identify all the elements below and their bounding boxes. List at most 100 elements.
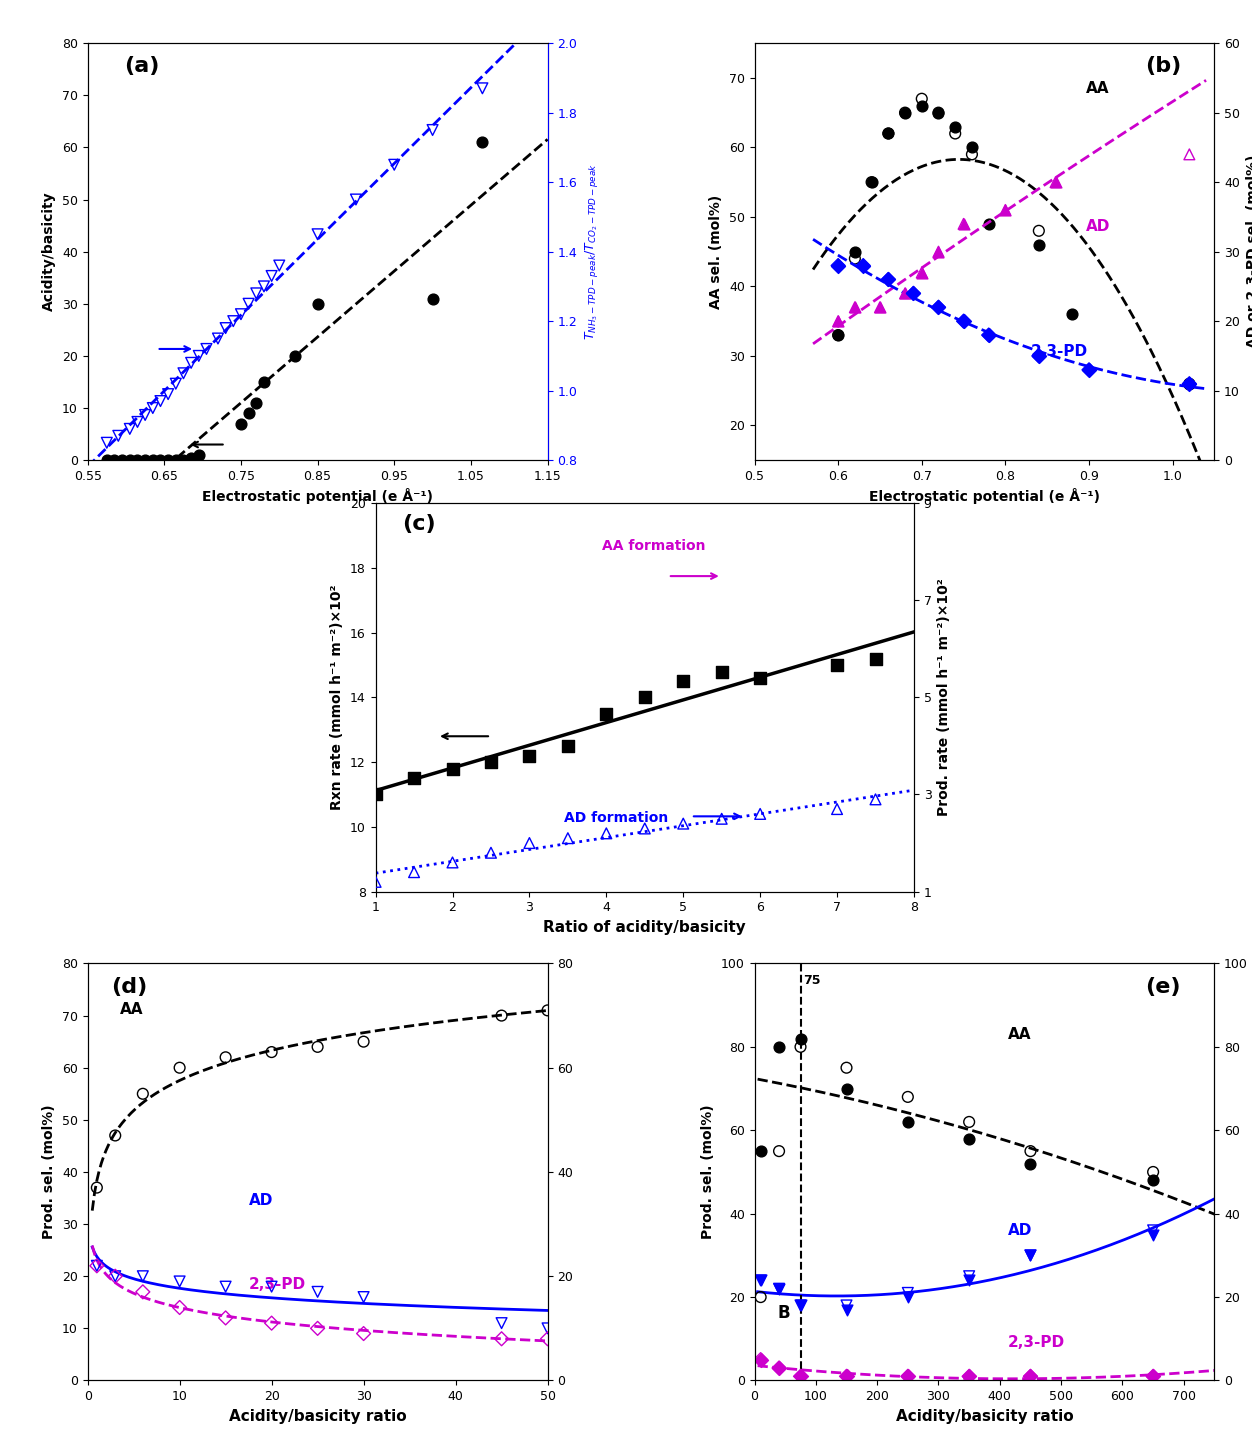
Point	[558, 735, 578, 758]
Point	[828, 309, 848, 332]
Point	[929, 296, 949, 319]
Point	[898, 1365, 918, 1388]
Point	[1029, 345, 1049, 368]
Point	[995, 198, 1015, 221]
Point	[284, 345, 304, 368]
Point	[962, 142, 982, 165]
Point	[828, 324, 848, 347]
Point	[174, 449, 194, 472]
Point	[898, 1365, 918, 1388]
Point	[845, 240, 865, 263]
Text: AA: AA	[120, 1001, 143, 1017]
Point	[959, 1365, 979, 1388]
Point	[1029, 345, 1049, 368]
Point	[979, 324, 999, 347]
Point	[1020, 1244, 1040, 1267]
Point	[96, 431, 116, 454]
Point	[442, 756, 462, 779]
Point	[790, 1365, 810, 1388]
Text: B: B	[777, 1304, 790, 1322]
Point	[596, 0, 616, 6]
Point	[86, 1176, 106, 1199]
Point	[828, 653, 848, 677]
Point	[120, 417, 140, 440]
Text: 75: 75	[804, 975, 821, 988]
Point	[929, 101, 949, 124]
Point	[558, 827, 578, 850]
X-axis label: Electrostatic potential (e Å⁻¹): Electrostatic potential (e Å⁻¹)	[869, 489, 1101, 505]
Point	[1179, 372, 1199, 395]
Point	[308, 1035, 328, 1058]
Point	[86, 1254, 106, 1277]
Point	[133, 1280, 153, 1303]
Point	[197, 338, 217, 361]
Point	[215, 1276, 235, 1299]
Y-axis label: $T_{NH_3-TPD-peak}/T_{CO_2-TPD-peak}$: $T_{NH_3-TPD-peak}/T_{CO_2-TPD-peak}$	[583, 162, 600, 341]
Point	[836, 1294, 856, 1317]
Point	[230, 413, 250, 436]
Point	[537, 1317, 557, 1340]
Point	[169, 1296, 189, 1319]
Text: AD: AD	[249, 1194, 273, 1208]
Point	[262, 1276, 282, 1299]
Point	[911, 88, 931, 111]
Point	[879, 122, 899, 145]
Point	[366, 870, 386, 893]
Point	[223, 309, 243, 332]
Point	[865, 142, 885, 165]
Point	[790, 1035, 810, 1058]
Point	[215, 316, 235, 339]
Point	[182, 446, 202, 469]
Point	[979, 324, 999, 347]
Point	[751, 1268, 771, 1291]
Point	[182, 351, 202, 374]
Point	[853, 255, 873, 278]
Point	[472, 131, 492, 154]
Text: 2,3-PD: 2,3-PD	[1008, 1334, 1064, 1350]
Point	[1179, 142, 1199, 165]
Point	[865, 788, 885, 811]
Point	[674, 30, 694, 53]
Point	[898, 1110, 918, 1133]
Point	[895, 282, 915, 305]
Point	[120, 449, 140, 472]
Point	[845, 296, 865, 319]
Point	[861, 171, 881, 194]
Point	[751, 1268, 771, 1291]
Point	[635, 0, 655, 20]
Point	[911, 95, 931, 118]
Point	[113, 449, 133, 472]
Point	[442, 851, 462, 874]
Point	[828, 798, 848, 821]
Point	[481, 79, 501, 102]
Point	[215, 1307, 235, 1329]
Point	[1143, 1222, 1163, 1245]
Point	[143, 449, 163, 472]
Text: AD: AD	[1085, 219, 1111, 234]
Point	[308, 292, 328, 315]
Y-axis label: Prod. sel. (mol%): Prod. sel. (mol%)	[43, 1104, 56, 1240]
Point	[254, 371, 274, 394]
Point	[895, 101, 915, 124]
Point	[853, 255, 873, 278]
Point	[845, 296, 865, 319]
Text: (c): (c)	[402, 515, 436, 535]
Point	[105, 1265, 125, 1288]
Point	[165, 449, 185, 472]
Point	[262, 1041, 282, 1064]
Point	[520, 745, 540, 768]
Point	[828, 309, 848, 332]
Point	[423, 288, 443, 311]
Point	[158, 383, 178, 406]
Point	[537, 999, 557, 1022]
Point	[836, 1365, 856, 1388]
Point	[135, 449, 155, 472]
Point	[865, 647, 885, 670]
Point	[674, 812, 694, 835]
Point	[254, 275, 274, 298]
Point	[790, 1365, 810, 1388]
Point	[189, 443, 209, 466]
Point	[472, 76, 492, 99]
Point	[520, 30, 540, 53]
Text: AD: AD	[1008, 1222, 1032, 1238]
